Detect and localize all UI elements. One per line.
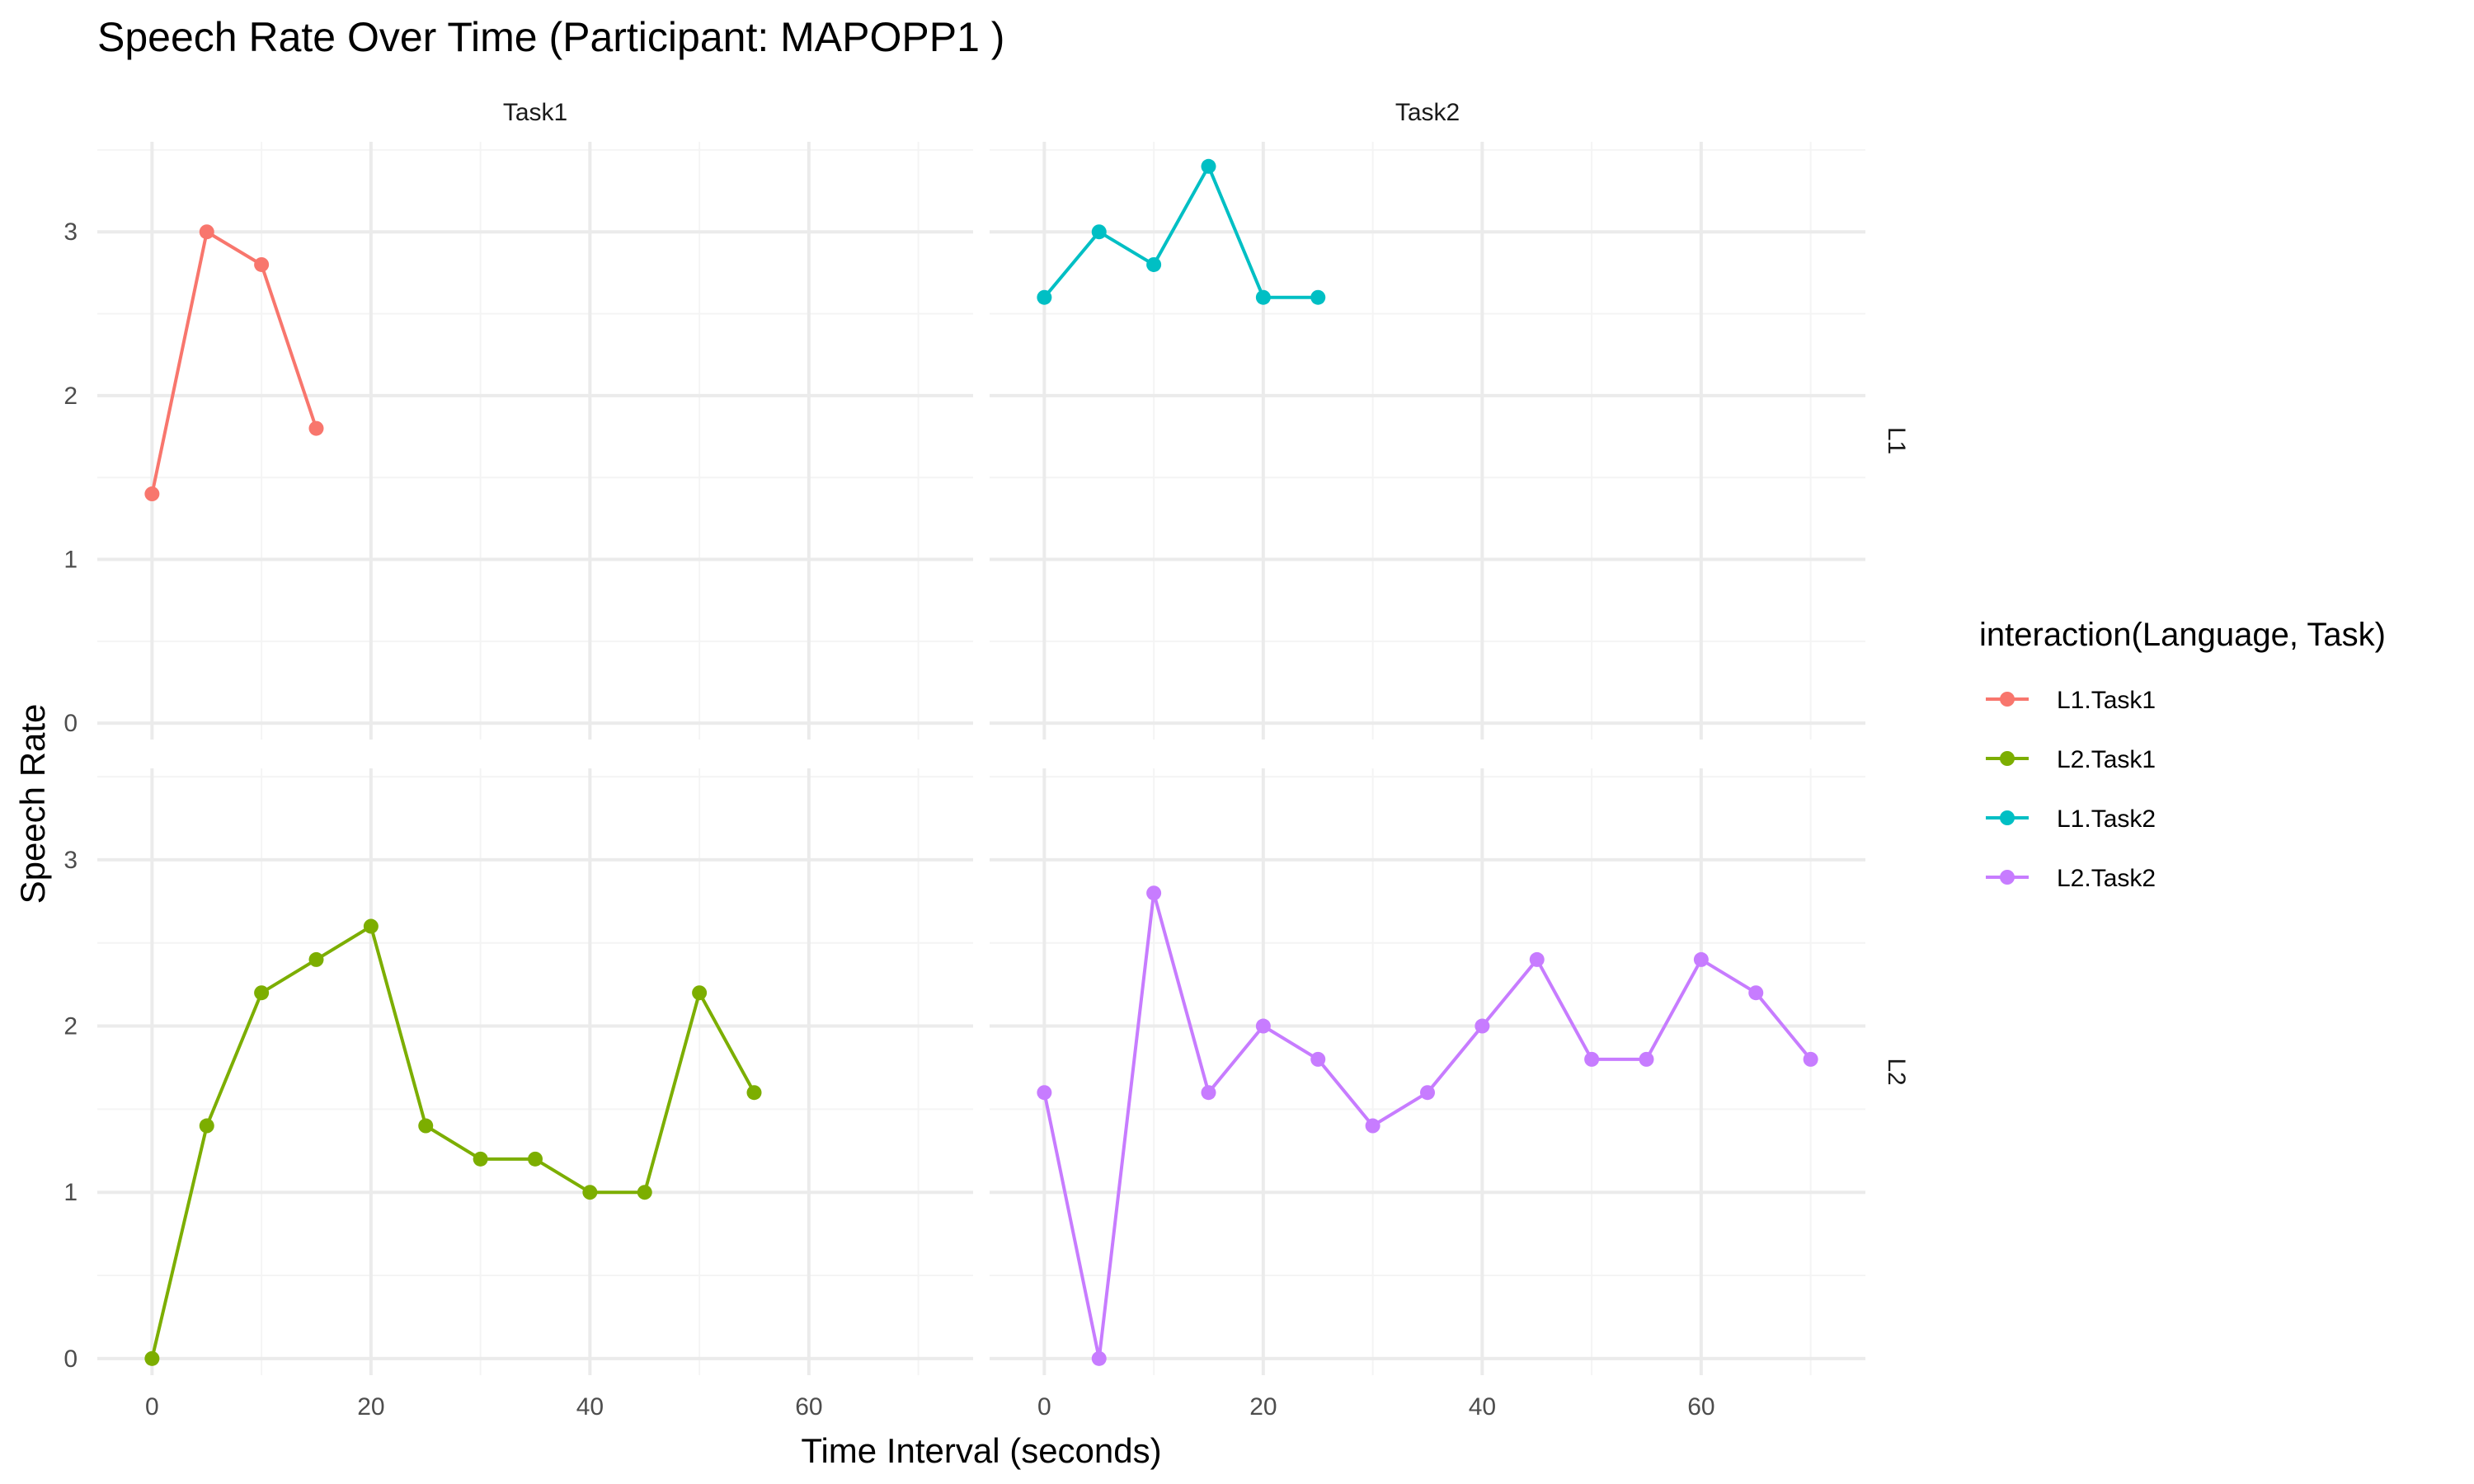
data-point (528, 1151, 543, 1167)
data-point (1310, 1051, 1326, 1067)
series-L1.Task2 (1037, 158, 1326, 305)
facet-strip-row: L2 (1883, 1058, 1910, 1085)
data-point (1037, 289, 1052, 305)
y-tick-label: 1 (63, 1179, 78, 1206)
x-tick-label: 20 (357, 1393, 384, 1421)
y-tick-label: 1 (63, 547, 78, 574)
x-tick-label: 0 (1037, 1393, 1051, 1421)
data-point (1639, 1051, 1654, 1067)
data-point (254, 256, 270, 272)
x-tick-label: 60 (1687, 1393, 1714, 1421)
y-tick-label: 0 (63, 1345, 78, 1373)
data-point (1201, 1085, 1216, 1101)
data-point (144, 1350, 160, 1366)
x-tick-label: 0 (145, 1393, 159, 1421)
facet-panel-L2-Task1: 0 1 2 3 0 20 40 60 (63, 768, 973, 1421)
data-point (254, 985, 270, 1001)
x-tick-label: 20 (1249, 1393, 1277, 1421)
legend-label: L1.Task1 (2057, 687, 2156, 714)
series-line (150, 924, 756, 1360)
data-point (199, 1118, 214, 1134)
data-point (637, 1185, 652, 1200)
data-point (1365, 1118, 1380, 1134)
facet-panel-L2-Task2: 0 20 40 60 (990, 768, 1865, 1421)
data-point (1748, 985, 1764, 1001)
data-point (1310, 289, 1326, 305)
x-tick-label: 40 (1469, 1393, 1496, 1421)
legend-entry: L2.Task2 (1986, 865, 2156, 892)
data-point (308, 951, 324, 967)
data-point (582, 1185, 598, 1200)
series-L1.Task1 (144, 224, 324, 502)
chart-title: Speech Rate Over Time (Participant: MAPO… (97, 14, 1004, 60)
data-point (1529, 951, 1545, 967)
legend-entry: L1.Task2 (1986, 805, 2156, 833)
data-point (199, 224, 214, 240)
facet-strip-row: L1 (1883, 427, 1910, 454)
data-point (1091, 1350, 1107, 1366)
x-tick-label: 60 (795, 1393, 822, 1421)
facet-strip-column: Task1 (503, 99, 567, 126)
x-axis-label: Time Interval (seconds) (801, 1431, 1161, 1470)
data-point (144, 486, 160, 502)
legend-label: L1.Task2 (2057, 805, 2156, 833)
data-point (473, 1151, 488, 1167)
facet-strip-column: Task2 (1395, 99, 1460, 126)
x-tick-label: 40 (576, 1393, 604, 1421)
data-point (692, 985, 708, 1001)
facet-panels: 0 1 2 3 0 1 2 3 0 20 40 60 0 20 40 60 Task1 Task2 L1 L2 (63, 99, 1910, 1421)
legend-label: L2.Task2 (2057, 865, 2156, 892)
data-point (1201, 158, 1216, 174)
series-line (150, 230, 318, 495)
data-point (1146, 885, 1162, 901)
data-point (1255, 1018, 1271, 1034)
y-tick-label: 3 (63, 847, 78, 874)
legend-label: L2.Task1 (2057, 746, 2156, 773)
series-L2.Task2 (1037, 885, 1818, 1366)
y-tick-label: 2 (63, 383, 78, 410)
y-tick-label: 2 (63, 1013, 78, 1040)
facet-panel-L1-Task1: 0 1 2 3 (63, 142, 973, 740)
data-point (1420, 1085, 1435, 1101)
data-point (1146, 256, 1162, 272)
y-tick-label: 3 (63, 218, 78, 246)
legend-point-key (2000, 870, 2015, 885)
legend: interaction(Language, Task) L1.Task1 L2.T… (1979, 617, 2386, 892)
data-point (308, 420, 324, 436)
data-point (418, 1118, 434, 1134)
legend-point-key (2000, 751, 2015, 766)
data-point (1091, 224, 1107, 240)
data-point (1803, 1051, 1818, 1067)
legend-title: interaction(Language, Task) (1979, 617, 2386, 653)
legend-entry: L2.Task1 (1986, 746, 2156, 773)
data-point (1037, 1085, 1052, 1101)
y-tick-label: 0 (63, 710, 78, 737)
y-axis-label: Speech Rate (13, 704, 52, 904)
data-point (1693, 951, 1709, 967)
legend-point-key (2000, 810, 2015, 825)
series-line (1042, 164, 1319, 299)
series-L2.Task1 (144, 918, 762, 1366)
data-point (1475, 1018, 1490, 1034)
data-point (1584, 1051, 1600, 1067)
legend-point-key (2000, 692, 2015, 707)
facet-panel-L1-Task2 (990, 142, 1865, 740)
data-point (363, 918, 379, 934)
data-point (746, 1085, 762, 1101)
legend-entry: L1.Task1 (1986, 687, 2156, 714)
data-point (1255, 289, 1271, 305)
